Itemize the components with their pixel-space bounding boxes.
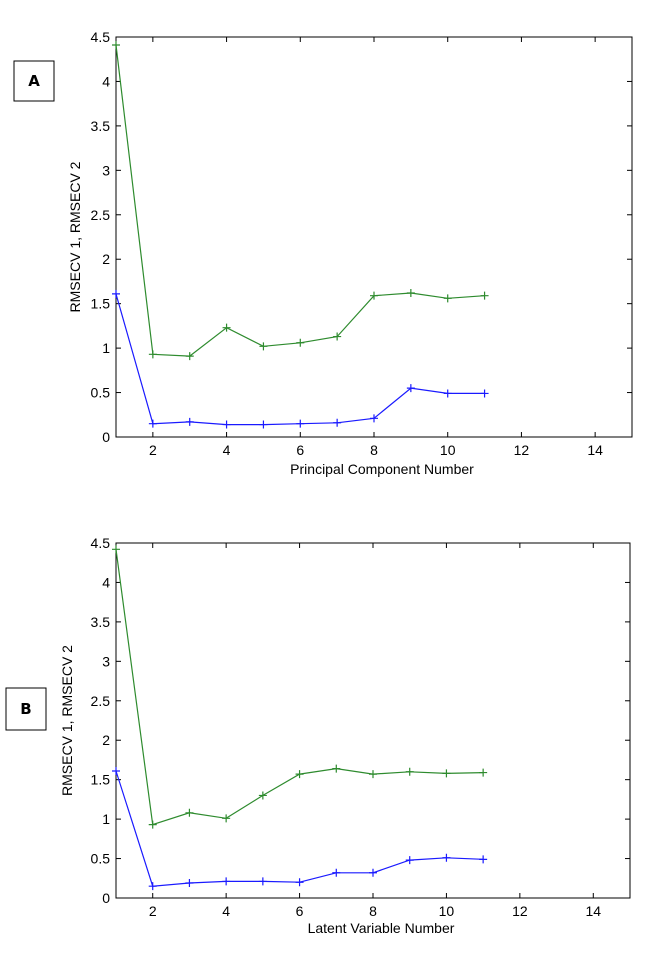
- data-point-marker: [370, 291, 378, 300]
- data-point-marker: [259, 420, 268, 429]
- series-line-2: [115, 770, 484, 887]
- data-point-marker: [369, 770, 377, 779]
- x-tick-label: 14: [587, 442, 603, 458]
- series-line-2: [115, 293, 485, 426]
- y-tick-label: 4: [102, 574, 110, 590]
- x-tick-label: 6: [296, 442, 304, 458]
- plot-area-frame: [115, 36, 633, 438]
- y-tick-label: 0.5: [91, 851, 111, 867]
- x-tick-label: 2: [149, 442, 157, 458]
- y-axis-label: RMSECV 1, RMSECV 2: [67, 161, 83, 312]
- x-tick-label: 8: [369, 903, 377, 919]
- y-tick-label: 3.5: [91, 614, 111, 630]
- data-point-marker: [369, 868, 377, 877]
- data-point-marker: [405, 767, 414, 776]
- y-tick-label: 1.5: [91, 296, 111, 312]
- data-point-marker: [258, 791, 267, 800]
- chart-b: 0 0.5 1 1.5 2 2.5 3 3.5 4 4.5 2 4 6 8 10 12 14 Latent Var…: [59, 535, 631, 936]
- data-point-marker: [295, 878, 304, 887]
- y-tick-label: 2: [102, 732, 110, 748]
- chart-a: 0 0.5 1 1.5 2 2.5 3 3.5 4 4.5 2 4 6 8 10 12 14 Principal …: [67, 29, 633, 477]
- data-point-marker: [148, 882, 157, 891]
- x-axis-label: Principal Component Number: [290, 461, 474, 477]
- x-tick-label: 8: [370, 442, 378, 458]
- data-point-marker: [406, 384, 415, 393]
- y-tick-label: 1.5: [91, 772, 111, 788]
- y-tick-label: 4.5: [91, 535, 111, 551]
- series-line-1: [115, 44, 485, 357]
- data-point-marker: [333, 332, 342, 341]
- data-point-marker: [296, 419, 305, 428]
- data-point-marker: [406, 289, 415, 297]
- y-tick-label: 4: [102, 73, 110, 89]
- data-point-marker: [370, 414, 378, 423]
- data-point-marker: [443, 389, 452, 398]
- x-tick-label: 4: [222, 903, 230, 919]
- y-tick-label: 1: [102, 811, 110, 827]
- x-tick-label: 2: [149, 903, 157, 919]
- y-tick-label: 2.5: [91, 207, 111, 223]
- series-line-1: [115, 549, 484, 826]
- data-point-marker: [222, 814, 231, 823]
- data-point-marker: [185, 808, 194, 817]
- data-point-marker: [405, 856, 414, 865]
- data-point-marker: [148, 820, 157, 829]
- y-tick-label: 2.5: [91, 693, 111, 709]
- x-tick-label: 10: [440, 442, 456, 458]
- y-tick-label: 2: [102, 251, 110, 267]
- data-point-marker: [480, 389, 489, 398]
- data-point-marker: [222, 420, 231, 429]
- data-point-marker: [112, 766, 120, 775]
- data-point-marker: [185, 352, 194, 361]
- y-axis-label: RMSECV 1, RMSECV 2: [59, 645, 75, 796]
- data-point-marker: [442, 769, 451, 778]
- y-tick-label: 3: [102, 653, 110, 669]
- panel-label-a-text: A: [28, 72, 40, 90]
- data-point-marker: [222, 877, 231, 886]
- data-point-marker: [480, 291, 489, 300]
- data-point-marker: [112, 545, 120, 554]
- data-point-marker: [442, 853, 451, 862]
- panel-label-b: B: [5, 687, 47, 731]
- data-point-marker: [332, 868, 341, 877]
- y-tick-label: 4.5: [91, 29, 111, 45]
- x-tick-label: 6: [296, 903, 304, 919]
- x-tick-label: 12: [514, 442, 530, 458]
- plot-area-frame: [115, 542, 631, 899]
- data-point-marker: [222, 323, 231, 332]
- panel-label-b-text: B: [20, 700, 31, 718]
- data-point-marker: [185, 417, 194, 426]
- y-tick-label: 1: [102, 340, 110, 356]
- data-point-marker: [148, 419, 157, 428]
- data-point-marker: [259, 342, 268, 351]
- y-tick-label: 0: [102, 890, 110, 906]
- x-axis-label: Latent Variable Number: [308, 920, 455, 936]
- data-point-marker: [112, 41, 120, 49]
- data-point-marker: [296, 338, 305, 347]
- x-tick-label: 10: [439, 903, 455, 919]
- data-point-marker: [112, 289, 120, 298]
- data-point-marker: [443, 294, 452, 303]
- y-tick-label: 0: [102, 429, 110, 445]
- data-point-marker: [332, 764, 341, 773]
- data-point-marker: [333, 418, 342, 427]
- panel-label-a: A: [13, 60, 55, 102]
- data-point-marker: [479, 855, 488, 864]
- y-tick-label: 0.5: [91, 385, 111, 401]
- x-tick-label: 4: [223, 442, 231, 458]
- data-point-marker: [295, 770, 304, 779]
- data-point-marker: [148, 350, 157, 359]
- data-point-marker: [185, 879, 194, 888]
- x-tick-label: 14: [585, 903, 601, 919]
- data-point-marker: [479, 768, 488, 777]
- data-point-marker: [258, 877, 267, 886]
- y-tick-label: 3.5: [91, 118, 111, 134]
- x-tick-label: 12: [512, 903, 528, 919]
- y-tick-label: 3: [102, 162, 110, 178]
